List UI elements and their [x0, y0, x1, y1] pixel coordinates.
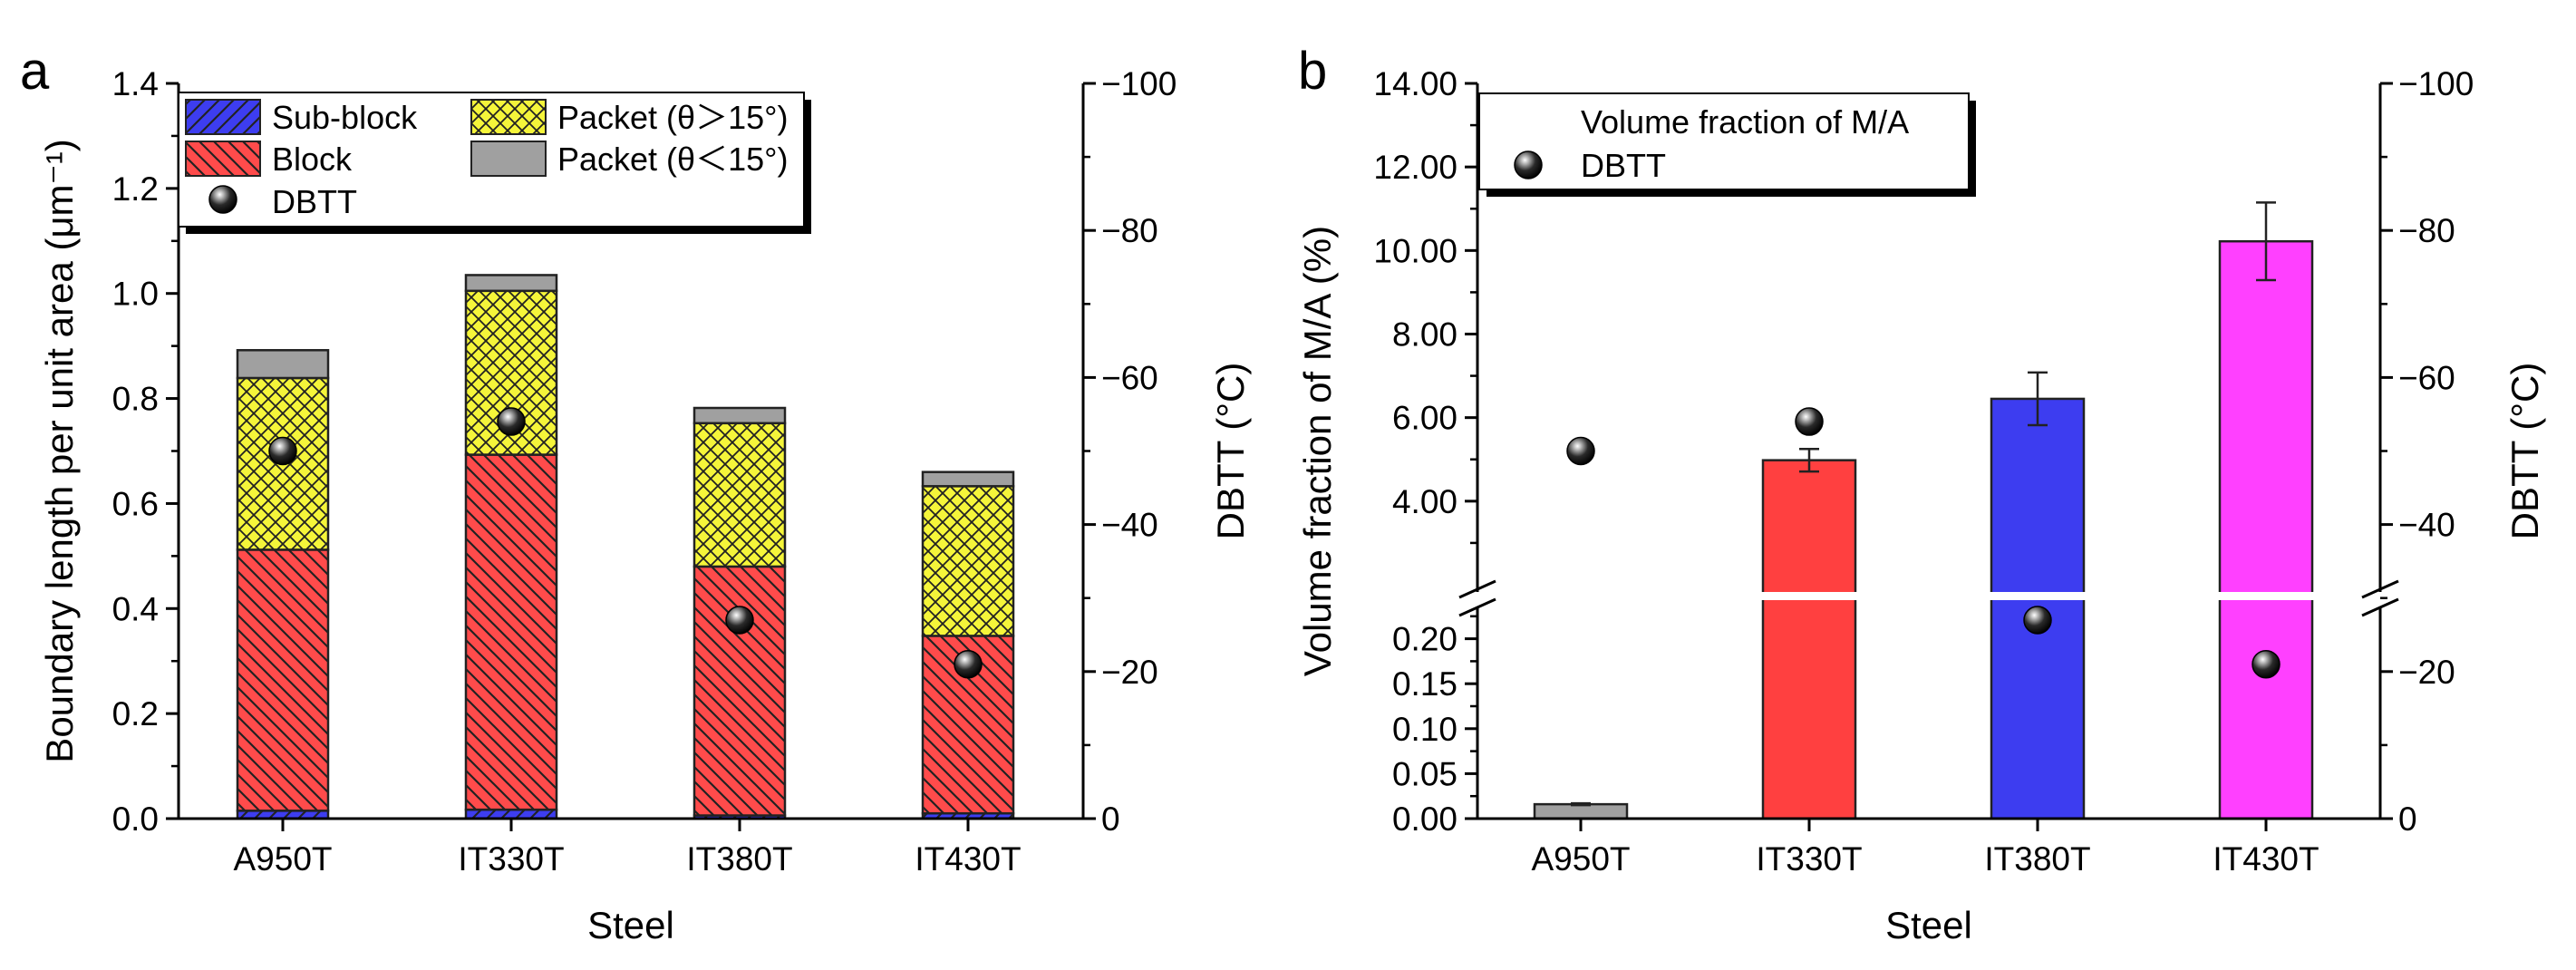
- x-tick-label-a950t: A950T: [233, 840, 332, 878]
- right-tick-label: −80: [2398, 212, 2455, 249]
- legend: Sub-block Block Packet (θ＞15°) Packet (θ＜15…: [178, 92, 811, 234]
- right-tick-label: −60: [1101, 359, 1158, 396]
- left-tick-label: 0.2: [112, 695, 159, 732]
- dbtt-point-it430t: [2252, 649, 2281, 679]
- left-tick-label-lower: 0.05: [1392, 755, 1457, 792]
- axis-break-gap: [1759, 592, 1859, 600]
- left-tick-label: 0.0: [112, 800, 159, 838]
- left-tick-label-upper: 12.00: [1373, 149, 1457, 186]
- dbtt-point-it380t: [725, 606, 754, 635]
- dbtt-point-a950t: [268, 436, 297, 466]
- left-tick-label-upper: 4.00: [1392, 483, 1457, 520]
- left-tick-label: 1.4: [112, 65, 159, 102]
- y2-axis-title: DBTT (°C): [2503, 363, 2546, 540]
- left-tick-label: 1.2: [112, 170, 159, 208]
- right-tick-label: −60: [2398, 359, 2455, 396]
- x-tick-label-it430t: IT430T: [915, 840, 1021, 878]
- right-tick-label: −40: [1101, 507, 1158, 544]
- axis-break-gap: [2216, 592, 2316, 600]
- axis-break-mark: [2361, 579, 2399, 599]
- bar-packet-15-it380t: [692, 422, 787, 568]
- left-tick-label-lower: 0.10: [1392, 711, 1457, 748]
- legend-label-dbtt: DBTT: [272, 183, 357, 220]
- right-tick-label: 0: [1101, 800, 1120, 838]
- legend-swatch-packet-15: [470, 141, 547, 177]
- panel-a-chart: 0.0 0.2 0.4 0.6 0.8 1.0 1.2 1.4 0 −20 −40 −60 −80 −10…: [38, 65, 1252, 946]
- left-tick-label-upper: 14.00: [1373, 65, 1457, 102]
- legend: Volume fraction of M/A DBTT: [1478, 92, 1976, 197]
- right-tick-label: 0: [2398, 800, 2417, 838]
- x-axis-title: Steel: [587, 904, 674, 946]
- bar-ma-fraction-a950t: [1533, 802, 1629, 820]
- legend-dbtt-marker: [1514, 150, 1543, 179]
- panel-letter-b: b: [1298, 42, 1327, 101]
- y2-axis-title: DBTT (°C): [1209, 363, 1252, 540]
- bar-packet-15-it430t: [921, 485, 1015, 637]
- right-tick-label: −40: [2398, 507, 2455, 544]
- bar-block-it380t: [692, 565, 787, 817]
- dbtt-point-it330t: [1795, 407, 1824, 436]
- panel-letter-a: a: [20, 42, 50, 101]
- x-tick-label-it380t: IT380T: [1984, 840, 2090, 878]
- left-tick-label-upper: 10.00: [1373, 232, 1457, 269]
- x-tick-label-it430t: IT430T: [2213, 840, 2319, 878]
- legend-swatch-packet-15: [470, 99, 547, 135]
- bar-packet-15-it380t: [692, 406, 787, 425]
- dbtt-point-it430t: [954, 649, 983, 679]
- left-tick-label: 0.6: [112, 485, 159, 522]
- bar-block-a950t: [236, 548, 330, 812]
- x-tick-label-it330t: IT330T: [1756, 840, 1862, 878]
- legend-label-dbtt: DBTT: [1581, 147, 1666, 184]
- legend-label-block: Block: [272, 141, 353, 178]
- axis-break-mark: [2361, 597, 2399, 617]
- left-tick-label: 0.4: [112, 590, 159, 627]
- y-axis-title: Volume fraction of M/A (%): [1296, 226, 1339, 676]
- x-tick-label-it330t: IT330T: [458, 840, 564, 878]
- y-axis-title: Boundary length per unit area (μm⁻¹): [38, 139, 81, 762]
- right-tick-label: −80: [1101, 212, 1158, 249]
- legend-label-packet-15: Packet (θ＞15°): [557, 99, 789, 136]
- bar-ma-fraction-it430t: [2218, 239, 2314, 820]
- right-tick-label: −100: [1101, 65, 1177, 102]
- left-tick-label-upper: 8.00: [1392, 316, 1457, 354]
- x-axis-title: Steel: [1885, 904, 1972, 946]
- left-tick-label: 0.8: [112, 381, 159, 418]
- left-tick-label: 1.0: [112, 276, 159, 313]
- left-tick-label-lower: 0.15: [1392, 665, 1457, 703]
- legend-swatch-block: [185, 141, 261, 177]
- dbtt-point-a950t: [1566, 436, 1595, 466]
- axis-break-mark: [1458, 579, 1496, 599]
- bar-packet-15-a950t: [236, 349, 330, 380]
- right-tick-label: −100: [2398, 65, 2474, 102]
- legend-label-ma-fraction: Volume fraction of M/A: [1581, 103, 1909, 141]
- dbtt-point-it330t: [497, 407, 526, 436]
- right-tick-label: −20: [2398, 654, 2455, 691]
- bar-packet-15-it330t: [464, 274, 558, 293]
- legend-label-packet-15: Packet (θ＜15°): [557, 141, 789, 178]
- bar-packet-15-it430t: [921, 470, 1015, 488]
- panel-b-chart: 4.00 6.00 8.00 10.00 12.00 14.00 0.00 0.05 0.10 0…: [1296, 65, 2546, 946]
- right-tick-label: −20: [1101, 654, 1158, 691]
- legend-swatch-sub-block: [185, 99, 261, 135]
- x-tick-label-it380t: IT380T: [686, 840, 792, 878]
- left-tick-label-lower: 0.00: [1392, 800, 1457, 838]
- bar-ma-fraction-it330t: [1761, 459, 1857, 820]
- legend-label-sub-block: Sub-block: [272, 99, 418, 136]
- axis-break-gap: [1988, 592, 2087, 600]
- dbtt-point-it380t: [2023, 606, 2052, 635]
- bar-block-it330t: [464, 453, 558, 811]
- legend-dbtt-marker: [208, 185, 237, 214]
- axis-break-mark: [1458, 597, 1496, 617]
- left-tick-label-lower: 0.20: [1392, 621, 1457, 658]
- left-tick-label-upper: 6.00: [1392, 400, 1457, 437]
- legend-box: [1478, 92, 1970, 190]
- x-tick-label-a950t: A950T: [1531, 840, 1630, 878]
